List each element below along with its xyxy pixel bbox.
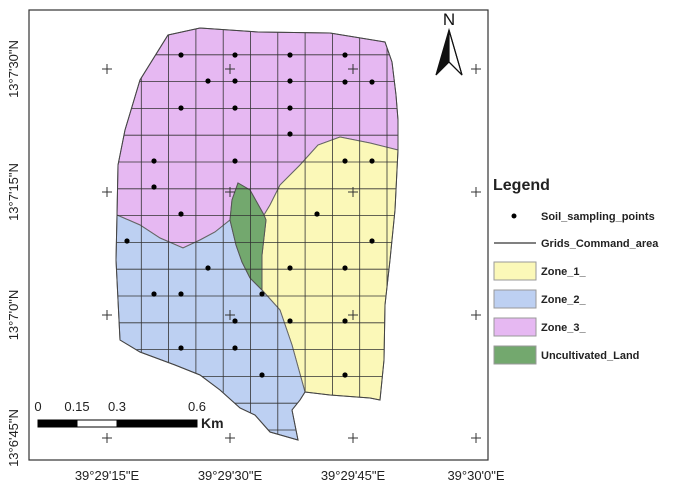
graticule-cross <box>102 187 112 197</box>
legend-swatch-uncultivated <box>493 345 537 365</box>
legend: Legend Soil_sampling_points Grids_Comman… <box>493 177 659 365</box>
x-tick-label: 39°29'45"E <box>321 468 386 483</box>
soil-sampling-point <box>178 52 184 58</box>
soil-sampling-point <box>178 105 184 111</box>
soil-sampling-point <box>342 158 348 164</box>
soil-sampling-point <box>232 158 238 164</box>
legend-label: Zone_3_ <box>541 322 587 334</box>
soil-sampling-point <box>124 238 130 244</box>
soil-sampling-point <box>178 291 184 297</box>
graticule-cross <box>102 64 112 74</box>
soil-sampling-point <box>232 318 238 324</box>
north-label: N <box>443 10 455 29</box>
soil-sampling-point <box>342 318 348 324</box>
soil-sampling-point <box>232 345 238 351</box>
scale-label: 0.15 <box>64 399 89 414</box>
study-area-outline <box>115 27 399 441</box>
soil-sampling-point <box>287 131 293 137</box>
graticule-cross <box>471 433 481 443</box>
x-tick-label: 39°29'30"E <box>198 468 263 483</box>
graticule-cross <box>102 310 112 320</box>
soil-sampling-point <box>342 372 348 378</box>
scale-bar: 0 0.15 0.3 0.6 Km <box>34 399 223 431</box>
graticule-cross <box>225 433 235 443</box>
soil-sampling-point <box>232 105 238 111</box>
legend-label: Uncultivated_Land <box>541 350 639 362</box>
soil-sampling-point <box>151 158 157 164</box>
soil-sampling-point <box>342 265 348 271</box>
soil-sampling-point <box>205 265 211 271</box>
soil-sampling-point <box>287 52 293 58</box>
soil-sampling-point <box>232 52 238 58</box>
graticule-cross <box>225 310 235 320</box>
graticule-cross <box>471 187 481 197</box>
graticule-cross <box>348 64 358 74</box>
soil-sampling-point <box>369 79 375 85</box>
scale-segment <box>76 419 118 428</box>
soil-sampling-point <box>369 238 375 244</box>
soil-sampling-point <box>151 291 157 297</box>
graticule-cross <box>102 433 112 443</box>
y-tick-label: 13°7'15"N <box>6 163 21 221</box>
soil-sampling-point <box>178 211 184 217</box>
graticule-cross <box>348 433 358 443</box>
graticule-cross <box>348 187 358 197</box>
uncultivated-land-area <box>229 182 267 292</box>
graticule-cross <box>471 310 481 320</box>
soil-sampling-point <box>342 79 348 85</box>
y-tick-labels: 13°7'30"N 13°7'15"N 13°7'0"N 13°6'45"N <box>6 40 21 467</box>
x-tick-label: 39°30'0"E <box>447 468 504 483</box>
soil-sampling-point <box>287 265 293 271</box>
scale-label: 0 <box>34 399 41 414</box>
graticule-cross <box>348 310 358 320</box>
x-tick-labels: 39°29'15"E 39°29'30"E 39°29'45"E 39°30'0… <box>75 468 505 483</box>
soil-sampling-point <box>259 372 265 378</box>
legend-label: Zone_2_ <box>541 294 587 306</box>
soil-sampling-point <box>314 211 320 217</box>
soil-sampling-point <box>178 345 184 351</box>
soil-sampling-point <box>287 105 293 111</box>
soil-sampling-point <box>287 318 293 324</box>
soil-sampling-point <box>232 78 238 84</box>
soil-sampling-point <box>342 52 348 58</box>
soil-sampling-point <box>287 78 293 84</box>
legend-label: Zone_1_ <box>541 266 587 278</box>
legend-label: Soil_sampling_points <box>541 211 655 223</box>
soil-sampling-point <box>369 158 375 164</box>
soil-sampling-points <box>124 52 375 378</box>
legend-title: Legend <box>493 177 550 194</box>
scale-segment <box>116 419 198 428</box>
soil-sampling-point <box>151 184 157 190</box>
graticule-cross <box>225 64 235 74</box>
legend-swatch-zone-1 <box>493 261 537 281</box>
scale-label: 0.6 <box>188 399 206 414</box>
x-tick-label: 39°29'15"E <box>75 468 140 483</box>
soil-sampling-point <box>259 291 265 297</box>
scale-label: 0.3 <box>108 399 126 414</box>
scale-segment <box>37 419 78 428</box>
y-tick-label: 13°7'30"N <box>6 40 21 98</box>
legend-swatch-zone-2 <box>493 289 537 309</box>
graticule-cross <box>225 187 235 197</box>
scale-unit: Km <box>201 415 224 431</box>
y-tick-label: 13°7'0"N <box>6 290 21 341</box>
north-arrow: N <box>435 10 463 76</box>
soil-sampling-point <box>205 78 211 84</box>
legend-label: Grids_Command_area <box>541 238 659 250</box>
graticule-crosses <box>102 64 481 443</box>
y-tick-label: 13°6'45"N <box>6 409 21 467</box>
legend-swatch-zone-3 <box>493 317 537 337</box>
graticule-cross <box>471 64 481 74</box>
legend-point-symbol <box>511 213 517 219</box>
